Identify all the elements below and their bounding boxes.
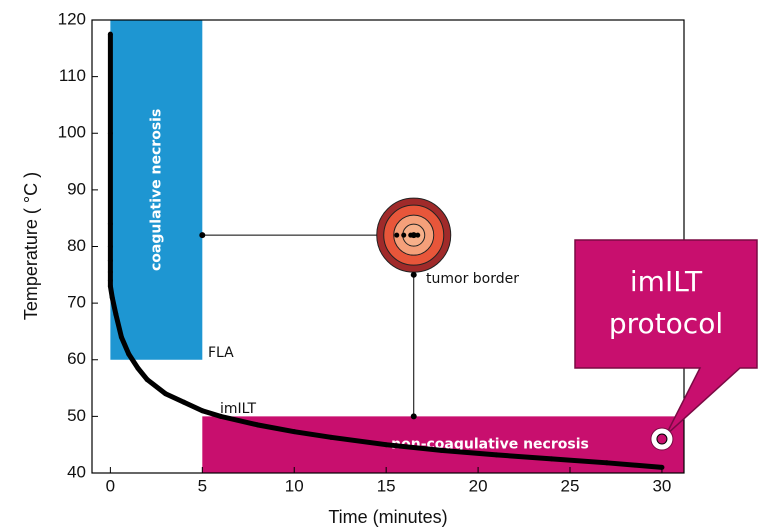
- point: [107, 269, 113, 275]
- annotation: tumor border: [426, 271, 519, 287]
- point: [254, 422, 260, 428]
- y-axis-label: Temperature ( °C ): [21, 172, 41, 320]
- point: [107, 277, 113, 283]
- connector-dot: [410, 271, 417, 278]
- y-tick-label: 120: [58, 9, 86, 28]
- point: [549, 456, 555, 462]
- y-tick-label: 50: [67, 406, 86, 425]
- region-label: coagulative necrosis: [148, 109, 164, 271]
- point: [107, 221, 113, 227]
- point: [383, 442, 389, 448]
- y-tick-label: 60: [67, 349, 86, 368]
- point: [199, 408, 205, 414]
- x-axis-label: Time (minutes): [328, 507, 447, 527]
- point: [438, 447, 444, 453]
- point: [118, 334, 124, 340]
- point: [218, 413, 224, 419]
- callout-box: [574, 239, 758, 436]
- connector-dot: [410, 232, 417, 239]
- y-tick-label: 80: [67, 236, 86, 255]
- x-tick-label: 15: [377, 476, 396, 495]
- point: [135, 365, 141, 371]
- x-tick-label: 20: [469, 476, 488, 495]
- point: [109, 294, 115, 300]
- x-tick-label: 5: [198, 476, 207, 495]
- point: [328, 434, 334, 440]
- point: [291, 429, 297, 435]
- connector-dot: [410, 413, 417, 420]
- tumor-dot: [415, 232, 421, 238]
- point: [181, 399, 187, 405]
- point: [126, 351, 132, 357]
- tumor-dot: [394, 232, 400, 238]
- target-dot: [656, 433, 668, 445]
- y-tick-label: 110: [59, 66, 86, 85]
- x-tick-label: 10: [285, 476, 304, 495]
- point: [107, 244, 113, 249]
- x-tick-label: 25: [561, 476, 580, 495]
- point: [144, 377, 150, 383]
- callout-text: protocol: [609, 307, 723, 340]
- connector-dot: [199, 232, 206, 239]
- point: [493, 452, 499, 458]
- annotation: FLA: [208, 345, 234, 361]
- tumor-dot: [401, 232, 407, 238]
- y-tick-label: 70: [67, 293, 86, 312]
- annotation: imILT: [220, 401, 257, 417]
- point: [107, 31, 113, 37]
- point: [604, 460, 610, 466]
- y-tick-label: 90: [67, 179, 86, 198]
- point: [107, 130, 113, 136]
- y-tick-label: 40: [67, 462, 86, 481]
- region: [110, 20, 203, 360]
- point: [113, 311, 119, 317]
- point: [163, 391, 169, 397]
- point: [107, 258, 113, 264]
- x-tick-label: 0: [106, 476, 115, 495]
- point: [107, 283, 113, 289]
- callout-text: imILT: [630, 265, 703, 298]
- y-tick-label: 100: [58, 123, 86, 142]
- x-tick-label: 30: [652, 476, 671, 495]
